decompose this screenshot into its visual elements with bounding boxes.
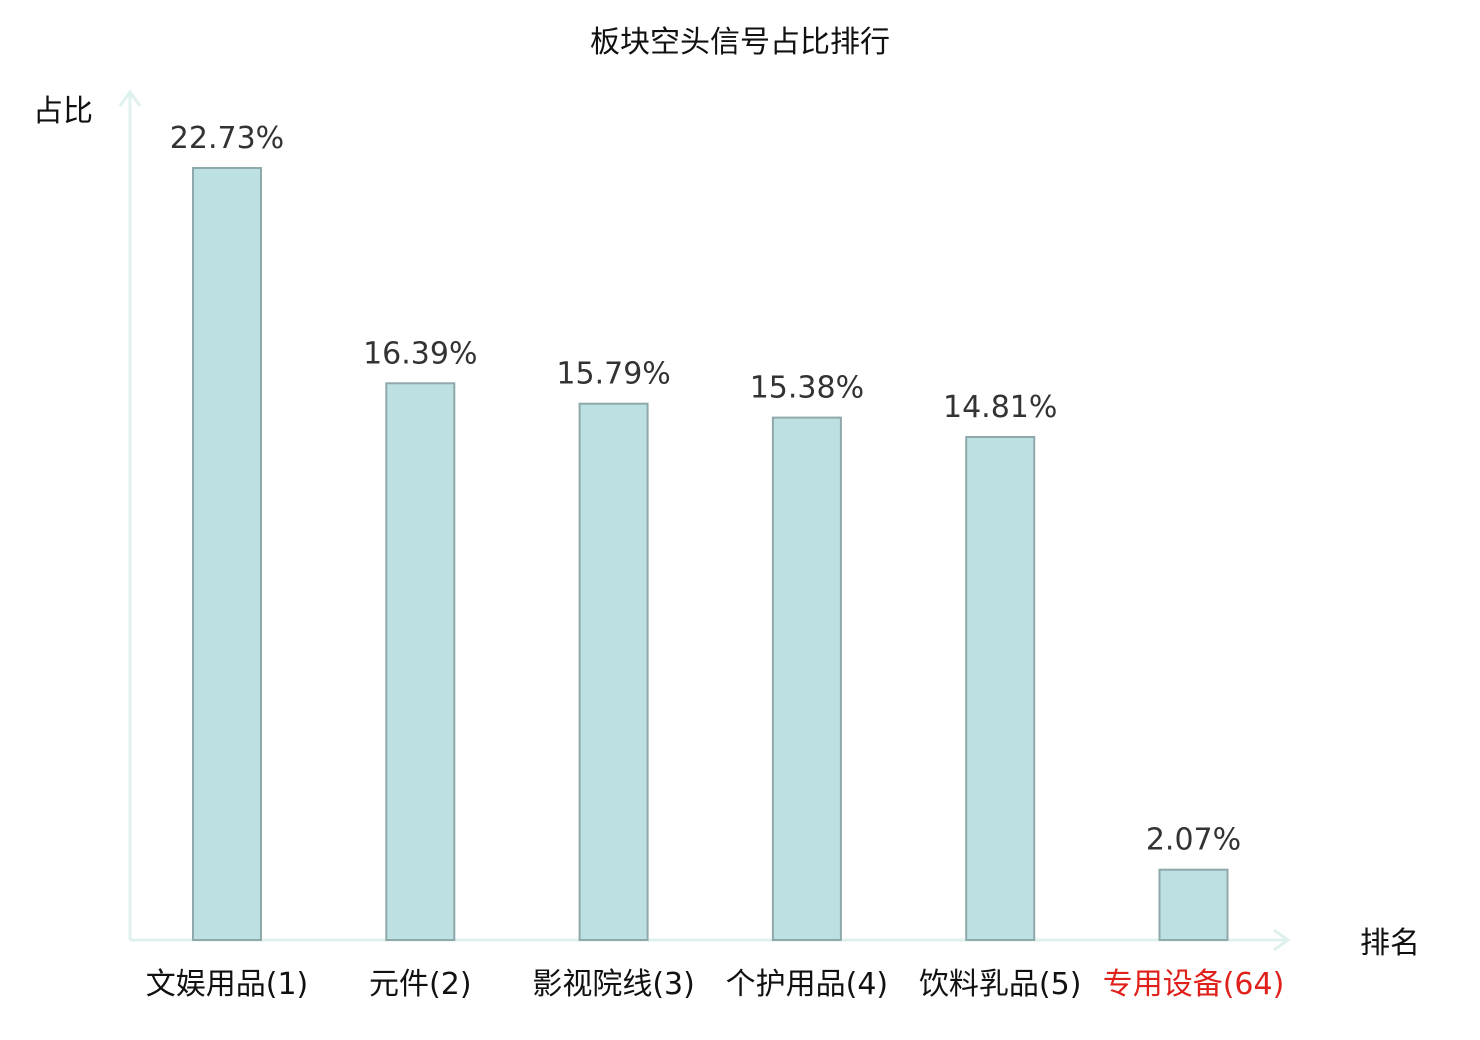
bar-0 [192, 167, 262, 941]
value-label-2: 15.79% [556, 357, 670, 392]
x-axis-arrow [1273, 928, 1291, 952]
value-label-3: 15.38% [750, 371, 864, 406]
category-label-4: 饮料乳品(5) [919, 967, 1082, 1002]
category-label-1: 元件(2) [369, 967, 472, 1002]
value-label-0: 22.73% [170, 121, 284, 156]
value-label-5: 2.07% [1146, 823, 1241, 858]
category-label-2: 影视院线(3) [532, 967, 695, 1002]
bar-2 [578, 402, 649, 941]
category-label-5: 专用设备(64) [1103, 967, 1285, 1002]
chart-title: 板块空头信号占比排行 [590, 25, 890, 60]
x-axis-label: 排名 [1360, 926, 1420, 961]
value-labels-group: 22.73% 16.39% 15.79% 15.38% 14.81% 2.07% [170, 121, 1241, 858]
bars-group [192, 167, 1229, 942]
y-axis-arrow [118, 89, 142, 107]
y-axis-label: 占比 [33, 94, 93, 129]
category-label-0: 文娱用品(1) [146, 967, 309, 1002]
category-label-3: 个护用品(4) [726, 967, 889, 1002]
value-label-1: 16.39% [363, 336, 477, 371]
value-label-4: 14.81% [943, 390, 1057, 425]
category-labels-group: 文娱用品(1) 元件(2) 影视院线(3) 个护用品(4) 饮料乳品(5) 专用设备(64… [146, 967, 1285, 1002]
bar-3 [771, 416, 842, 942]
bar-1 [385, 382, 456, 941]
bar-5 [1158, 868, 1229, 942]
bar-4 [965, 436, 1036, 941]
